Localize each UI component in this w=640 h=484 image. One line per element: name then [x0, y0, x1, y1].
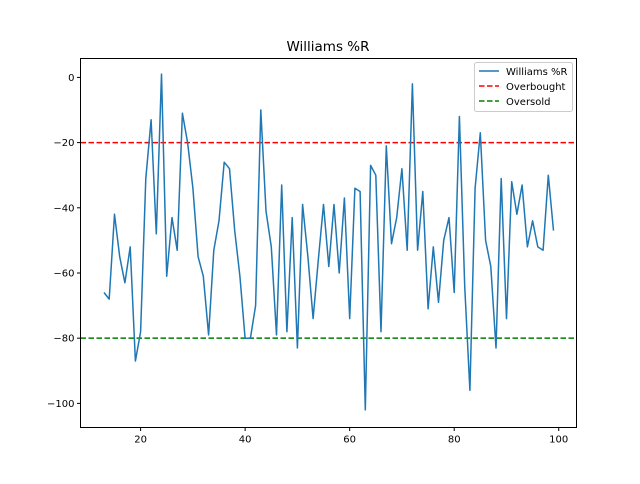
y-tick-label: −100: [47, 399, 74, 410]
legend: Williams %R Overbought Oversold: [474, 62, 573, 112]
legend-label-williams: Williams %R: [506, 67, 568, 78]
legend-label-overbought: Overbought: [506, 82, 566, 93]
x-tick-label: 60: [343, 435, 356, 446]
y-tick-label: −20: [53, 138, 74, 149]
y-tick-label: −80: [53, 334, 74, 345]
plot-area: [80, 73, 577, 411]
x-tick-label: 40: [239, 435, 252, 446]
axes-frame: [80, 58, 577, 428]
y-tick-label: −60: [53, 268, 74, 279]
x-tick-label: 20: [134, 435, 147, 446]
y-tick-label: 0: [68, 73, 74, 84]
williams-r-line: [103, 73, 555, 411]
chart-title: Williams %R: [286, 39, 369, 55]
x-tick-label: 100: [549, 435, 568, 446]
x-axis: 20 40 60 80 100: [134, 427, 568, 446]
y-tick-label: −40: [53, 203, 74, 214]
legend-label-oversold: Oversold: [506, 97, 551, 108]
x-tick-label: 80: [448, 435, 461, 446]
y-axis: 0 −20 −40 −60 −80 −100: [47, 73, 81, 410]
